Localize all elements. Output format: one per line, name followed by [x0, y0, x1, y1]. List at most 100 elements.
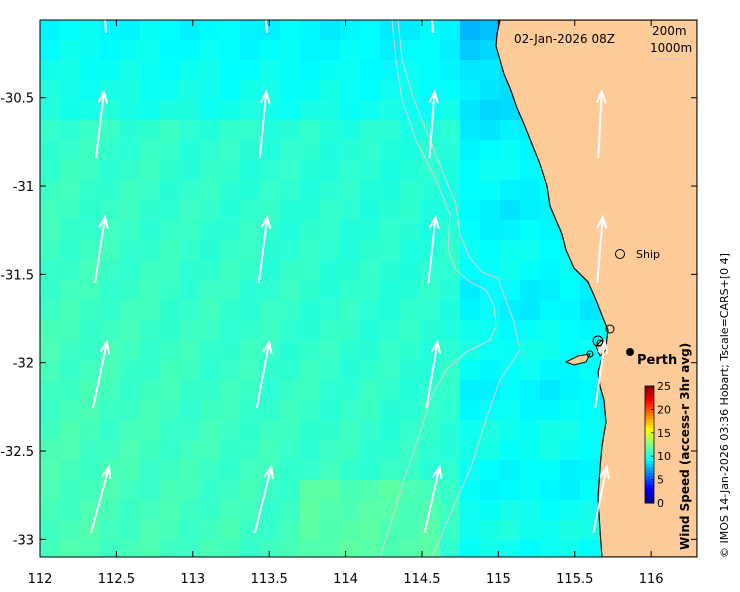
wind-cell — [260, 200, 281, 221]
wind-cell — [240, 140, 261, 161]
wind-cell — [260, 60, 281, 81]
wind-cell — [380, 300, 401, 321]
wind-cell — [280, 360, 301, 381]
wind-cell — [220, 320, 241, 341]
wind-cell — [240, 60, 261, 81]
wind-cell — [60, 260, 81, 281]
wind-cell — [200, 280, 221, 301]
wind-cell — [440, 20, 461, 41]
wind-cell — [120, 240, 141, 261]
wind-cell — [340, 520, 361, 541]
wind-cell — [140, 20, 161, 41]
wind-cell — [60, 200, 81, 221]
wind-cell — [160, 200, 181, 221]
wind-cell — [100, 120, 121, 141]
wind-cell — [200, 400, 221, 421]
wind-cell — [380, 180, 401, 201]
wind-cell — [420, 420, 441, 441]
wind-cell — [460, 60, 481, 81]
wind-cell — [200, 220, 221, 241]
wind-cell — [100, 40, 121, 61]
wind-cell — [40, 260, 61, 281]
wind-cell — [340, 200, 361, 221]
wind-cell — [520, 480, 541, 501]
wind-cell — [240, 200, 261, 221]
wind-cell — [80, 320, 101, 341]
wind-cell — [520, 420, 541, 441]
wind-cell — [240, 460, 261, 481]
wind-cell — [140, 60, 161, 81]
wind-cell — [320, 140, 341, 161]
wind-cell — [560, 540, 581, 557]
wind-cell — [320, 420, 341, 441]
colorbar-frame — [644, 385, 655, 504]
wind-cell — [280, 420, 301, 441]
wind-cell — [160, 80, 181, 101]
colorbar-tick-label: 10 — [657, 450, 671, 463]
wind-cell — [360, 200, 381, 221]
wind-cell — [180, 500, 201, 521]
wind-cell — [140, 540, 161, 557]
wind-cell — [120, 360, 141, 381]
wind-cell — [40, 360, 61, 381]
plot-frame — [39, 19, 698, 558]
wind-cell — [120, 180, 141, 201]
wind-cell — [160, 160, 181, 181]
wind-cell — [160, 180, 181, 201]
colorbar-swatch — [645, 422, 654, 426]
wind-cell — [440, 200, 461, 221]
wind-cell — [220, 200, 241, 221]
wind-cell — [360, 460, 381, 481]
wind-cell — [520, 220, 541, 241]
wind-cell — [520, 320, 541, 341]
wind-cell — [420, 80, 441, 101]
colorbar-tick-label: 15 — [657, 427, 671, 440]
wind-cell — [300, 420, 321, 441]
wind-cell — [320, 280, 341, 301]
wind-cell — [380, 80, 401, 101]
wind-cell — [140, 300, 161, 321]
wind-cell — [60, 320, 81, 341]
wind-cell — [40, 400, 61, 421]
wind-cell — [440, 480, 461, 501]
wind-cell — [40, 120, 61, 141]
wind-cell — [460, 440, 481, 461]
wind-cell — [360, 500, 381, 521]
wind-cell — [460, 520, 481, 541]
wind-cell — [440, 260, 461, 281]
wind-cell — [220, 220, 241, 241]
wind-cell — [120, 200, 141, 221]
wind-cell — [560, 340, 581, 361]
colorbar-swatch — [645, 452, 654, 456]
wind-cell — [220, 140, 241, 161]
wind-cell — [260, 20, 281, 41]
wind-cell — [500, 240, 521, 261]
x-tick-label: 112.5 — [98, 572, 135, 587]
wind-arrow — [258, 89, 271, 159]
wind-cell — [120, 160, 141, 181]
wind-cell — [480, 140, 501, 161]
colorbar-gradient — [645, 386, 654, 504]
wind-cell — [460, 480, 481, 501]
wind-cell — [200, 480, 221, 501]
wind-cell — [220, 340, 241, 361]
colorbar-swatch — [645, 410, 654, 414]
wind-cell — [80, 200, 101, 221]
wind-cell — [220, 380, 241, 401]
colorbar-swatch — [645, 440, 654, 444]
wind-cell — [420, 440, 441, 461]
wind-cell — [180, 60, 201, 81]
wind-cell — [200, 300, 221, 321]
wind-cell — [140, 480, 161, 501]
wind-cell — [420, 60, 441, 81]
wind-cell — [80, 160, 101, 181]
wind-cell — [360, 420, 381, 441]
wind-cell — [300, 80, 321, 101]
wind-cell — [540, 340, 561, 361]
wind-cell — [340, 140, 361, 161]
wind-cell — [200, 240, 221, 261]
wind-cell — [220, 500, 241, 521]
wind-cell — [340, 400, 361, 421]
wind-cell — [300, 380, 321, 401]
wind-cell — [400, 260, 421, 281]
